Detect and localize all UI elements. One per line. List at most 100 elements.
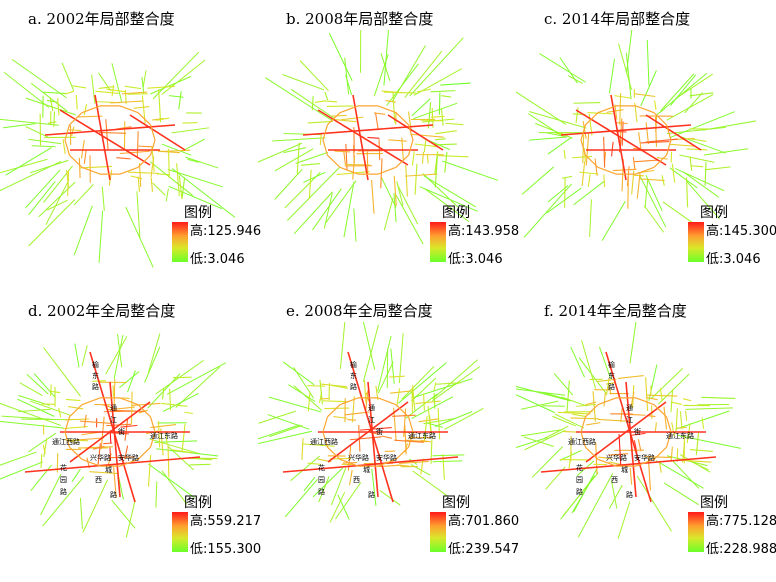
road-segment — [686, 411, 687, 421]
road-segment — [618, 502, 630, 539]
road-segment — [579, 172, 598, 174]
road-segment — [397, 388, 400, 406]
road-segment — [83, 480, 108, 533]
road-segment — [638, 439, 640, 451]
ring-road — [151, 417, 155, 432]
road-segment — [162, 144, 191, 155]
road-segment — [296, 152, 328, 163]
road-segment — [350, 470, 353, 485]
road-segment — [641, 142, 670, 143]
road-segment — [433, 455, 465, 456]
street-label: 城 — [363, 466, 370, 474]
road-segment — [434, 382, 436, 390]
road-segment — [347, 420, 356, 421]
road-segment — [325, 92, 328, 100]
road-segment — [516, 388, 565, 395]
road-segment — [428, 155, 429, 163]
road-segment — [0, 462, 43, 482]
road-segment — [269, 397, 321, 412]
road-segment — [410, 134, 443, 137]
street-label: 通 — [626, 403, 633, 412]
road-segment — [611, 481, 616, 509]
road-segment — [26, 127, 50, 138]
street-label: 通江西路 — [52, 437, 80, 446]
road-segment — [675, 169, 724, 191]
road-segment — [679, 155, 714, 162]
road-segment — [410, 38, 464, 96]
road-segment — [672, 461, 698, 489]
road-segment — [579, 358, 607, 395]
road-segment — [51, 384, 52, 396]
road-segment — [189, 464, 210, 465]
road-segment — [413, 103, 457, 119]
panel-title: f. 2014年全局整合度 — [544, 300, 687, 321]
road-segment — [99, 87, 115, 89]
road-segment — [99, 211, 103, 263]
street-label: 东 — [608, 371, 615, 380]
ring-road — [636, 106, 654, 113]
road-segment — [645, 180, 648, 208]
legend-color-ramp — [172, 222, 188, 262]
panel-title: b. 2008年局部整合度 — [286, 8, 433, 29]
street-label: 江 — [368, 416, 375, 424]
street-label: 兴华路 — [90, 453, 111, 462]
road-segment — [626, 53, 631, 99]
road-segment — [76, 95, 77, 109]
road-segment — [633, 157, 635, 170]
legend-color-ramp — [688, 222, 704, 262]
road-segment — [163, 393, 199, 411]
road-segment — [329, 33, 352, 81]
road-segment — [690, 157, 692, 171]
main-road — [25, 457, 200, 472]
road-segment — [602, 201, 625, 241]
road-segment — [185, 157, 218, 168]
street-label: 通江西路 — [568, 437, 596, 446]
map-panel: f. 2014年全局整合度榆东路通江街通江西路兴华路安华路通江东路花园路西城路图… — [516, 292, 766, 582]
road-segment — [153, 183, 166, 195]
road-segment — [155, 441, 198, 443]
street-label: 园 — [318, 476, 325, 484]
road-segment — [655, 422, 656, 431]
road-segment — [285, 479, 317, 517]
road-segment — [671, 402, 682, 404]
road-segment — [389, 376, 405, 377]
street-label: 花 — [60, 463, 67, 472]
road-segment — [153, 52, 199, 99]
road-segment — [435, 144, 457, 145]
road-segment — [120, 425, 137, 427]
road-segment — [128, 371, 136, 393]
road-segment — [125, 86, 141, 88]
street-label: 花 — [318, 463, 325, 472]
road-segment — [588, 174, 590, 187]
road-segment — [384, 30, 389, 86]
road-segment — [0, 452, 36, 471]
road-segment — [683, 172, 719, 198]
road-segment — [696, 432, 698, 455]
road-segment — [564, 150, 565, 159]
road-segment — [412, 151, 414, 165]
road-segment — [388, 140, 406, 141]
panel-title: a. 2002年局部整合度 — [28, 8, 175, 29]
road-segment — [671, 447, 672, 462]
road-segment — [82, 345, 87, 366]
road-segment — [384, 198, 393, 230]
road-segment — [406, 165, 408, 196]
legend-high-value: 高:145.300 — [706, 220, 776, 239]
street-label: 路 — [92, 382, 99, 391]
road-segment — [671, 75, 696, 106]
legend-title: 图例 — [700, 492, 728, 512]
road-segment — [72, 86, 86, 88]
main-road — [303, 125, 433, 135]
road-segment — [94, 404, 110, 405]
ring-road — [585, 405, 597, 417]
street-label: 街 — [118, 427, 125, 436]
road-segment — [392, 415, 416, 416]
road-segment — [168, 149, 169, 178]
road-segment — [350, 437, 382, 440]
road-segment — [309, 170, 311, 199]
road-segment — [438, 408, 440, 439]
road-segment — [0, 421, 63, 428]
road-segment — [74, 206, 92, 255]
road-segment — [567, 381, 569, 412]
road-segment — [412, 379, 473, 398]
